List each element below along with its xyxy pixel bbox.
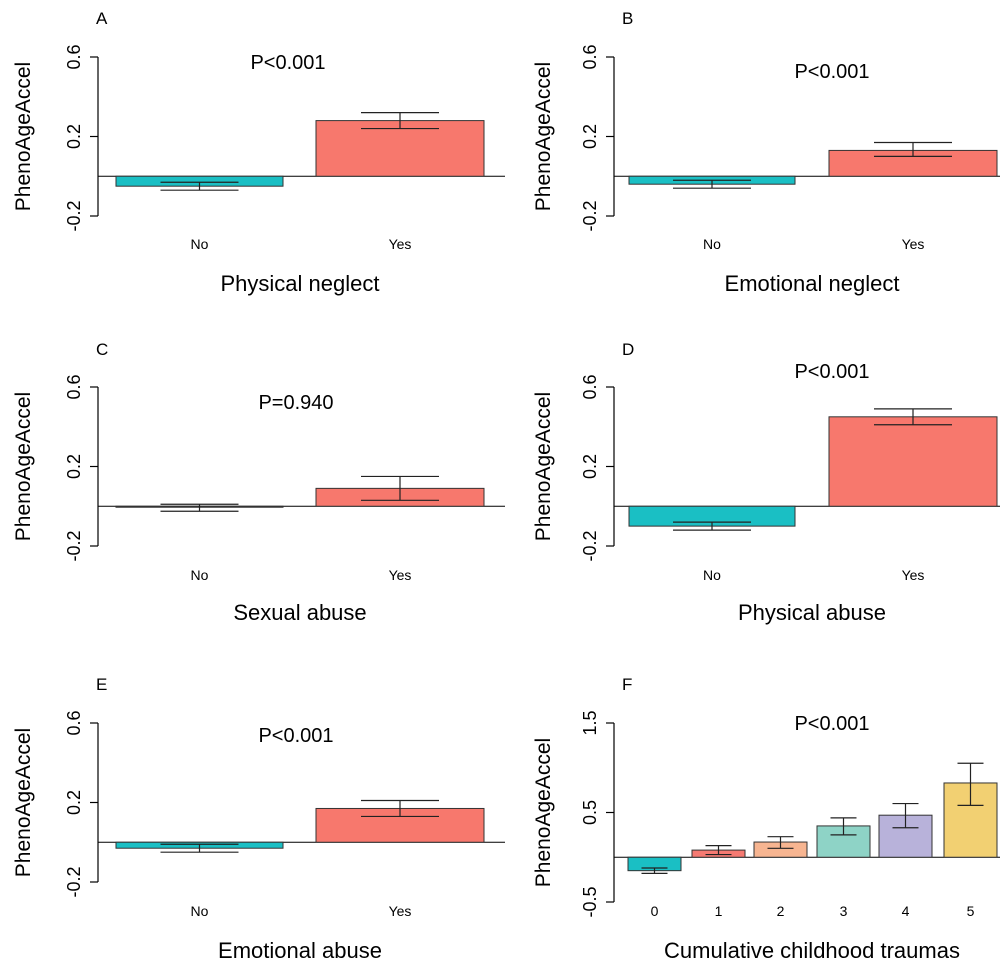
y-axis-label: PhenoAgeAccel	[532, 62, 555, 211]
y-tick-label: -0.2	[580, 200, 600, 231]
x-axis-label: Physical abuse	[738, 600, 886, 625]
x-axis-label: Emotional abuse	[218, 938, 382, 963]
x-tick-label: Yes	[902, 236, 925, 252]
p-value: P<0.001	[794, 713, 869, 735]
y-tick-label: 0.6	[580, 44, 600, 69]
y-tick-label: 0.2	[64, 454, 84, 479]
y-tick-label: 0.2	[580, 124, 600, 149]
y-tick-label: 0.2	[580, 454, 600, 479]
panel-d: D -0.2 0.2 0.6 PhenoAgeAccel No Yes P<0.001 Phys…	[532, 340, 1000, 625]
panel-b: B -0.2 0.2 0.6 PhenoAgeAccel No Yes P<0.001 Emot…	[532, 9, 1000, 296]
x-tick-label: No	[191, 903, 209, 919]
x-tick-label: 5	[967, 903, 975, 919]
panel-label: F	[622, 675, 632, 694]
x-axis-label: Physical neglect	[221, 271, 380, 296]
x-tick-label: 4	[902, 903, 910, 919]
y-tick-label: 0.6	[64, 44, 84, 69]
x-tick-label: 0	[651, 903, 659, 919]
y-tick-label: 0.6	[64, 710, 84, 735]
panel-label: A	[96, 9, 108, 28]
panel-a: A -0.2 0.2 0.6 PhenoAgeAccel No Yes P<0.001 Phys…	[12, 9, 505, 296]
y-axis-label: PhenoAgeAccel	[12, 62, 35, 211]
p-value: P<0.001	[250, 52, 325, 74]
x-axis-label: Cumulative childhood traumas	[664, 938, 960, 963]
x-tick-label: Yes	[389, 903, 412, 919]
panel-label: E	[96, 675, 107, 694]
x-axis-label: Emotional neglect	[725, 271, 900, 296]
x-tick-label: Yes	[389, 567, 412, 583]
y-tick-label: 0.2	[64, 124, 84, 149]
x-tick-label: Yes	[902, 567, 925, 583]
x-tick-label: 2	[777, 903, 785, 919]
y-tick-label: -0.2	[64, 866, 84, 897]
x-tick-label: 3	[840, 903, 848, 919]
y-tick-label: -0.5	[580, 886, 600, 917]
y-axis-label: PhenoAgeAccel	[532, 738, 555, 887]
p-value: P=0.940	[258, 392, 333, 414]
y-tick-label: 1.5	[580, 710, 600, 735]
y-axis-label: PhenoAgeAccel	[12, 728, 35, 877]
y-tick-label: -0.2	[64, 200, 84, 231]
x-tick-label: No	[191, 236, 209, 252]
x-tick-label: 1	[715, 903, 723, 919]
panel-c: C -0.2 0.2 0.6 PhenoAgeAccel No Yes P=0.940 Sexu…	[12, 340, 505, 625]
p-value: P<0.001	[794, 361, 869, 383]
y-tick-label: -0.2	[64, 530, 84, 561]
p-value: P<0.001	[258, 725, 333, 747]
panel-f: F -0.5 0.5 1.5 PhenoAgeAccel 0 1 2 3 4 5 P<0.001 Cum…	[532, 675, 1000, 963]
x-tick-label: No	[703, 567, 721, 583]
y-tick-label: -0.2	[580, 530, 600, 561]
y-axis-label: PhenoAgeAccel	[532, 392, 555, 541]
panel-e: E -0.2 0.2 0.6 PhenoAgeAccel No Yes P<0.001 Emot…	[12, 675, 505, 963]
y-tick-label: 0.6	[580, 374, 600, 399]
p-value: P<0.001	[794, 61, 869, 83]
panel-label: C	[96, 340, 108, 359]
y-tick-label: 0.5	[580, 800, 600, 825]
x-tick-label: Yes	[389, 236, 412, 252]
panel-label: D	[622, 340, 634, 359]
x-tick-label: No	[191, 567, 209, 583]
x-tick-label: No	[703, 236, 721, 252]
bar-yes	[828, 416, 998, 507]
y-axis-label: PhenoAgeAccel	[12, 392, 35, 541]
y-tick-label: 0.2	[64, 790, 84, 815]
x-axis-label: Sexual abuse	[233, 600, 366, 625]
panel-label: B	[622, 9, 633, 28]
y-tick-label: 0.6	[64, 374, 84, 399]
